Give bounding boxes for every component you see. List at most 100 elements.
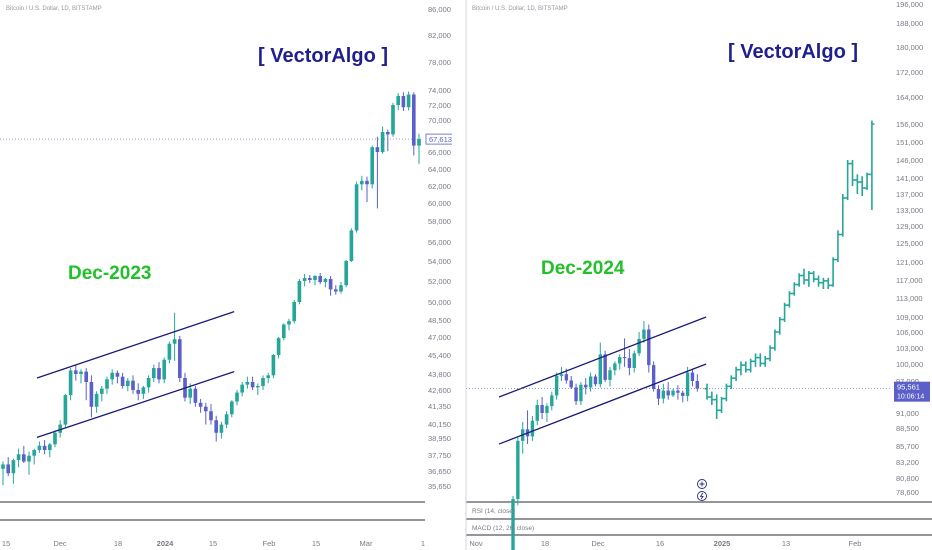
left-candle: [297, 281, 302, 302]
left-y-tick-label: 72,000: [428, 101, 451, 110]
left-candle: [11, 460, 16, 474]
right-candle: [603, 354, 607, 380]
left-y-tick-label: 86,000: [428, 5, 451, 14]
right-last-price-label: 95,561: [897, 383, 920, 392]
right-y-tick-label: 151,000: [896, 138, 923, 147]
right-candle: [540, 405, 544, 413]
left-candle: [307, 278, 312, 280]
left-y-tick-label: 56,000: [428, 238, 451, 247]
right-candle: [584, 384, 588, 388]
left-x-tick-label: 15: [312, 539, 320, 548]
right-candle: [676, 390, 680, 393]
left-channel-upper-line: [36, 310, 235, 379]
left-candle: [167, 343, 172, 360]
left-candle: [344, 261, 349, 286]
left-x-tick-label: Dec: [53, 539, 67, 548]
left-candle: [47, 444, 52, 451]
right-candle: [550, 395, 554, 407]
right-y-tick-label: 91,000: [896, 409, 919, 418]
right-y-tick-label: 100,000: [896, 360, 923, 369]
left-candle: [229, 401, 234, 415]
left-candle: [37, 445, 42, 451]
right-y-tick-label: 137,000: [896, 190, 923, 199]
left-candle: [391, 105, 395, 135]
right-candle: [608, 370, 612, 380]
left-y-tick-label: 82,000: [428, 31, 451, 40]
left-y-tick-label: 42,600: [428, 386, 451, 395]
left-y-tick-label: 62,000: [428, 182, 451, 191]
left-candle: [261, 378, 265, 386]
right-x-tick-label: Feb: [849, 539, 862, 548]
left-y-tick-label: 66,000: [428, 148, 451, 157]
left-y-tick-label: 40,150: [428, 420, 451, 429]
right-candle: [545, 406, 549, 413]
left-x-tick-label: 15: [209, 539, 217, 548]
left-candle: [401, 96, 406, 108]
left-candle: [198, 402, 203, 407]
left-candle: [385, 132, 390, 135]
right-candle: [535, 405, 539, 421]
right-symbol-title: Bitcoin / U.S. Dollar, 1D, BITSTAMP: [472, 6, 568, 12]
left-candle: [110, 372, 115, 380]
right-macd-label: MACD (12, 26, close): [472, 525, 534, 532]
bolt-glyph-icon: [699, 492, 704, 500]
right-y-tick-label: 117,000: [896, 276, 923, 285]
right-x-tick-label: 2025: [714, 539, 731, 548]
left-candle: [266, 375, 271, 378]
right-x-tick-label: 16: [656, 539, 664, 548]
right-x-tick-label: 18: [541, 539, 549, 548]
left-candle: [141, 387, 146, 394]
right-x-tick-label: Dec: [591, 539, 605, 548]
left-y-tick-label: 50,000: [428, 298, 451, 307]
left-y-tick-label: 58,000: [428, 217, 451, 226]
right-y-tick-label: 97,000: [896, 377, 919, 386]
right-candle: [530, 420, 535, 437]
left-y-tick-label: 70,000: [428, 116, 451, 125]
right-candle: [598, 354, 602, 385]
right-y-tick-label: 85,700: [896, 442, 919, 451]
left-y-tick-label: 74,000: [428, 86, 451, 95]
right-candle: [627, 358, 632, 368]
left-symbol-title: Bitcoin / U.S. Dollar, 1D, BITSTAMP: [6, 6, 102, 12]
right-annotation-label: Dec-2024: [541, 258, 625, 279]
right-candle: [574, 387, 578, 402]
right-y-tick-label: 188,000: [896, 19, 923, 28]
left-candle: [214, 420, 219, 433]
left-candle: [365, 180, 369, 185]
right-y-tick-label: 129,000: [896, 222, 923, 231]
left-candle: [146, 378, 151, 388]
left-x-tick-label: 1: [421, 539, 425, 548]
left-y-tick-label: 36,650: [428, 467, 451, 476]
left-y-tick-label: 47,000: [428, 333, 451, 342]
right-candle: [622, 357, 627, 359]
right-candle: [642, 329, 646, 339]
right-y-tick-label: 133,000: [896, 206, 923, 215]
left-candle: [240, 384, 245, 393]
plus-glyph-icon: [699, 481, 705, 487]
left-annotation-label: Dec-2023: [68, 263, 151, 284]
left-candle: [411, 94, 416, 146]
right-candle: [564, 374, 569, 381]
left-candle: [203, 406, 208, 412]
right-y-tick-label: 125,000: [896, 239, 923, 248]
left-x-tick-label: 18: [114, 539, 122, 548]
right-x-tick-label: Nov: [469, 539, 483, 548]
left-candle: [313, 276, 317, 280]
right-candle: [618, 357, 622, 364]
right-candle: [613, 363, 617, 371]
right-y-tick-label: 196,000: [896, 0, 923, 9]
right-y-tick-label: 172,000: [896, 68, 923, 77]
left-candle: [417, 139, 421, 146]
right-candle: [559, 374, 564, 376]
right-candle: [651, 365, 656, 389]
left-y-tick-label: 45,400: [428, 351, 451, 360]
left-candle: [339, 285, 343, 292]
left-candle: [349, 230, 354, 261]
right-candle: [632, 353, 636, 368]
left-candle: [177, 339, 182, 378]
left-y-tick-label: 52,000: [428, 277, 451, 286]
right-y-tick-label: 156,000: [896, 120, 923, 129]
left-candle: [287, 321, 291, 325]
right-candle: [637, 338, 641, 354]
left-y-tick-label: 64,000: [428, 165, 451, 174]
